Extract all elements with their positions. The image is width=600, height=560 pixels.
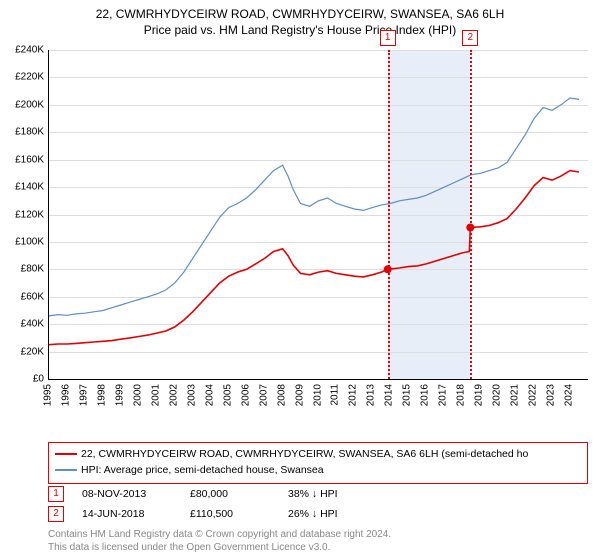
x-tick-label: 2020 xyxy=(492,384,503,406)
x-tick-label: 2021 xyxy=(510,384,521,406)
sale-price: £110,500 xyxy=(190,508,270,520)
y-tick-label: £80K xyxy=(2,264,44,275)
x-tick-label: 2006 xyxy=(240,384,251,406)
chart-container: 22, CWMRHYDYCEIRW ROAD, CWMRHYDYCEIRW, S… xyxy=(0,0,600,560)
sale-price: £80,000 xyxy=(190,488,270,500)
legend-swatch-property xyxy=(55,453,77,455)
x-tick-label: 2017 xyxy=(438,384,449,406)
y-tick-label: £160K xyxy=(2,154,44,165)
y-tick-label: £40K xyxy=(2,319,44,330)
x-tick-label: 2004 xyxy=(204,384,215,406)
x-tick-label: 2002 xyxy=(168,384,179,406)
legend-item: HPI: Average price, semi-detached house,… xyxy=(55,463,581,479)
sale-index-box: 1 xyxy=(48,486,64,502)
x-tick-label: 1999 xyxy=(114,384,125,406)
y-tick-label: £120K xyxy=(2,209,44,220)
footer-attribution: Contains HM Land Registry data © Crown c… xyxy=(48,528,391,554)
sale-row: 1 08-NOV-2013 £80,000 38% ↓ HPI xyxy=(48,486,378,502)
x-tick-label: 2015 xyxy=(402,384,413,406)
y-tick-label: £240K xyxy=(2,45,44,56)
x-tick-label: 2014 xyxy=(384,384,395,406)
plot-region: 12 xyxy=(48,50,588,380)
x-tick-label: 2023 xyxy=(546,384,557,406)
legend-item: 22, CWMRHYDYCEIRW ROAD, CWMRHYDYCEIRW, S… xyxy=(55,447,581,463)
y-tick-label: £220K xyxy=(2,72,44,83)
x-tick-label: 2016 xyxy=(420,384,431,406)
sale-diff: 38% ↓ HPI xyxy=(288,488,378,500)
x-tick-label: 1998 xyxy=(96,384,107,406)
sale-marker-box: 2 xyxy=(462,30,478,46)
legend-box: 22, CWMRHYDYCEIRW ROAD, CWMRHYDYCEIRW, S… xyxy=(48,442,588,484)
sale-marker-box: 1 xyxy=(380,30,396,46)
y-tick-label: £60K xyxy=(2,291,44,302)
y-tick-label: £200K xyxy=(2,99,44,110)
x-tick-label: 2001 xyxy=(150,384,161,406)
title-address: 22, CWMRHYDYCEIRW ROAD, CWMRHYDYCEIRW, S… xyxy=(0,6,600,22)
sales-block: 1 08-NOV-2013 £80,000 38% ↓ HPI 2 14-JUN… xyxy=(48,486,378,526)
sale-date: 08-NOV-2013 xyxy=(82,488,172,500)
x-tick-label: 2012 xyxy=(348,384,359,406)
title-subtitle: Price paid vs. HM Land Registry's House … xyxy=(0,22,600,38)
x-tick-label: 2011 xyxy=(330,384,341,406)
sale-marker-line xyxy=(470,50,472,379)
x-tick-label: 2022 xyxy=(528,384,539,406)
sale-marker-line xyxy=(388,50,390,379)
x-tick-label: 2008 xyxy=(276,384,287,406)
sale-diff: 26% ↓ HPI xyxy=(288,508,378,520)
property-line xyxy=(49,171,579,345)
x-tick-label: 2000 xyxy=(132,384,143,406)
y-tick-label: £100K xyxy=(2,236,44,247)
legend-swatch-hpi xyxy=(55,469,77,471)
x-tick-label: 2024 xyxy=(564,384,575,406)
x-tick-label: 1996 xyxy=(60,384,71,406)
sale-date: 14-JUN-2018 xyxy=(82,508,172,520)
footer-line: This data is licensed under the Open Gov… xyxy=(48,541,391,554)
x-tick-label: 2018 xyxy=(456,384,467,406)
x-tick-label: 2019 xyxy=(474,384,485,406)
y-tick-label: £0 xyxy=(2,374,44,385)
legend-label: 22, CWMRHYDYCEIRW ROAD, CWMRHYDYCEIRW, S… xyxy=(81,448,528,460)
x-tick-label: 1995 xyxy=(43,384,54,406)
x-tick-label: 2007 xyxy=(258,384,269,406)
y-tick-label: £20K xyxy=(2,346,44,357)
x-tick-label: 1997 xyxy=(78,384,89,406)
sale-row: 2 14-JUN-2018 £110,500 26% ↓ HPI xyxy=(48,506,378,522)
footer-line: Contains HM Land Registry data © Crown c… xyxy=(48,528,391,541)
chart-area: 12 £0£20K£40K£60K£80K£100K£120K£140K£160… xyxy=(48,50,588,400)
legend-label: HPI: Average price, semi-detached house,… xyxy=(81,464,324,476)
y-tick-label: £140K xyxy=(2,182,44,193)
y-tick-label: £180K xyxy=(2,127,44,138)
sale-index-box: 2 xyxy=(48,506,64,522)
title-block: 22, CWMRHYDYCEIRW ROAD, CWMRHYDYCEIRW, S… xyxy=(0,0,600,38)
x-tick-label: 2010 xyxy=(312,384,323,406)
line-svg xyxy=(49,50,589,380)
x-tick-label: 2003 xyxy=(186,384,197,406)
x-tick-label: 2005 xyxy=(222,384,233,406)
x-tick-label: 2013 xyxy=(366,384,377,406)
hpi-line xyxy=(49,98,579,316)
x-tick-label: 2009 xyxy=(294,384,305,406)
